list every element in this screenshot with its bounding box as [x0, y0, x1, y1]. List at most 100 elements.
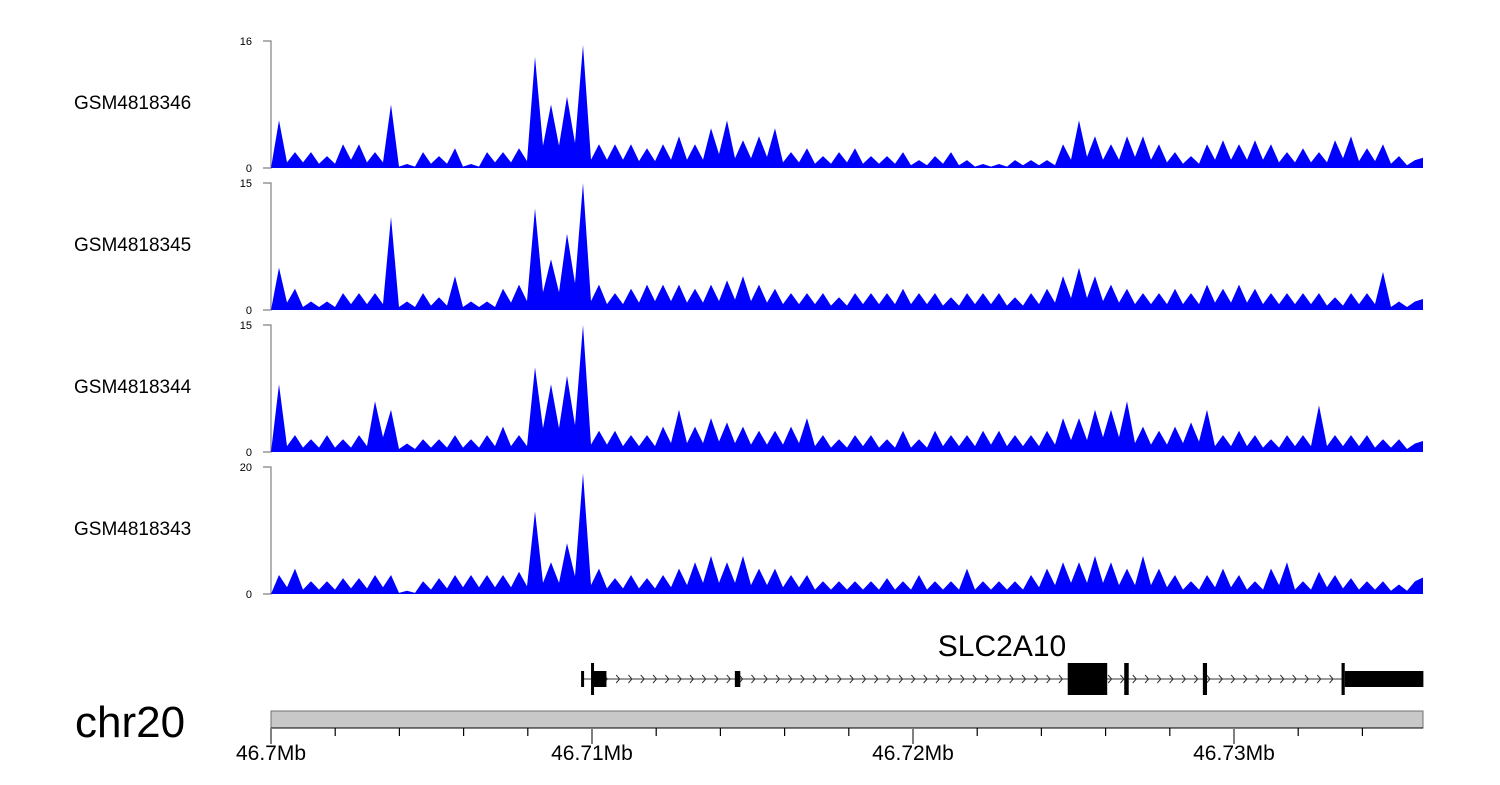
strand-arrow-icon	[1120, 674, 1125, 684]
strand-arrow-icon	[1156, 674, 1162, 684]
x-tick-label: 46.71Mb	[551, 742, 633, 765]
utr-exon	[1344, 671, 1424, 687]
strand-arrow-icon	[628, 674, 633, 684]
strand-arrow-icon	[1218, 674, 1224, 684]
gene-label: SLC2A10	[938, 630, 1066, 663]
x-tick-label: 46.72Mb	[872, 742, 954, 765]
strand-arrow-icon	[726, 674, 732, 684]
coverage-track: GSM4818345 15 0	[74, 178, 1423, 317]
strand-arrow-icon	[677, 674, 682, 684]
strand-arrow-icon	[1107, 674, 1113, 684]
strand-arrow-icon	[997, 674, 1002, 684]
ideogram-track: chr20	[75, 698, 1424, 747]
strand-arrow-icon	[1292, 674, 1297, 684]
strand-arrow-icon	[1267, 674, 1273, 684]
utr-exon	[593, 671, 607, 687]
strand-arrow-icon	[874, 674, 879, 684]
strand-arrow-icon	[1033, 674, 1039, 684]
strand-arrow-icon	[800, 674, 805, 684]
gene-model-track: SLC2A10	[581, 630, 1424, 695]
coding-exon	[1124, 663, 1129, 695]
strand-arrow-icon	[812, 674, 818, 684]
track-label: GSM4818344	[74, 377, 192, 398]
coverage-area	[271, 473, 1423, 594]
strand-arrow-icon	[1193, 674, 1199, 684]
strand-arrow-icon	[1243, 674, 1248, 684]
strand-arrow-icon	[652, 674, 658, 684]
strand-arrow-icon	[1132, 674, 1137, 684]
strand-arrow-icon	[947, 674, 953, 684]
strand-arrow-icon	[1021, 674, 1027, 684]
y-axis-min-label: 0	[246, 163, 252, 175]
strand-arrow-icon	[1279, 674, 1285, 684]
strand-arrow-icon	[751, 674, 756, 684]
chromosome-label: chr20	[75, 698, 185, 747]
coding-exon	[1202, 663, 1208, 695]
strand-arrow-icon	[984, 674, 990, 684]
coding-exon	[1341, 663, 1345, 695]
strand-arrow-icon	[787, 674, 793, 684]
coverage-area	[271, 45, 1423, 168]
track-label: GSM4818346	[74, 93, 191, 114]
strand-arrow-icon	[1169, 674, 1174, 684]
chromosome-ideogram	[270, 710, 1424, 729]
coding-exon	[591, 663, 595, 695]
strand-arrow-icon	[640, 674, 645, 684]
strand-arrow-icon	[1046, 674, 1051, 684]
strand-arrow-icon	[898, 674, 904, 684]
strand-arrow-icon	[1255, 674, 1260, 684]
genome-axis: 46.7Mb 46.71Mb 46.72Mb 46.73Mb	[236, 727, 1423, 765]
strand-arrow-icon	[689, 674, 695, 684]
strand-arrow-icon	[910, 674, 916, 684]
coverage-area	[271, 325, 1423, 452]
strand-arrow-icon	[923, 674, 928, 684]
strand-arrow-icon	[849, 674, 855, 684]
y-axis-max-label: 15	[240, 320, 252, 332]
strand-arrow-icon	[972, 674, 978, 684]
strand-arrow-icon	[775, 674, 781, 684]
strand-arrow-icon	[960, 674, 965, 684]
y-axis-line	[263, 466, 272, 595]
strand-arrow-icon	[1144, 674, 1150, 684]
strand-arrow-icon	[664, 674, 670, 684]
strand-arrow-icon	[1304, 674, 1310, 684]
track-label: GSM4818343	[74, 519, 191, 540]
y-axis-min-label: 0	[246, 589, 252, 601]
coding-exon	[1067, 663, 1108, 695]
strand-arrow-icon	[615, 674, 621, 684]
y-axis-max-label: 15	[240, 178, 252, 190]
y-axis-max-label: 16	[240, 36, 252, 48]
strand-arrow-icon	[1058, 674, 1064, 684]
strand-arrow-icon	[1230, 674, 1236, 684]
y-axis-min-label: 0	[246, 305, 252, 317]
utr-exon	[734, 671, 741, 687]
strand-arrow-icon	[1009, 674, 1014, 684]
strand-arrow-icon	[1206, 674, 1211, 684]
y-axis-line	[263, 182, 272, 311]
strand-arrow-icon	[935, 674, 941, 684]
strand-arrow-icon	[701, 674, 707, 684]
strand-arrow-icon	[861, 674, 867, 684]
strand-arrow-icon	[1181, 674, 1187, 684]
strand-arrow-icon	[886, 674, 891, 684]
x-tick-label: 46.7Mb	[236, 742, 306, 765]
y-axis-max-label: 20	[240, 462, 252, 474]
strand-arrow-icon	[738, 674, 744, 684]
strand-arrow-icon	[824, 674, 830, 684]
y-axis-line	[263, 324, 272, 453]
strand-arrow-icon	[714, 674, 719, 684]
coverage-tracks: GSM4818346160GSM4818345150GSM4818344150G…	[74, 36, 1423, 601]
track-label: GSM4818345	[74, 235, 191, 256]
x-tick-label: 46.73Mb	[1193, 742, 1275, 765]
y-axis-min-label: 0	[246, 447, 252, 459]
coverage-track: GSM4818344 15 0	[74, 320, 1423, 459]
utr-exon	[581, 671, 585, 687]
strand-arrow-icon	[1316, 674, 1322, 684]
y-axis-line	[263, 40, 272, 169]
coverage-track: GSM4818346 16 0	[74, 36, 1423, 175]
strand-arrow-icon	[1329, 674, 1334, 684]
coverage-area	[271, 183, 1423, 310]
strand-arrow-icon	[763, 674, 768, 684]
coverage-track: GSM4818343 20 0	[74, 462, 1423, 601]
